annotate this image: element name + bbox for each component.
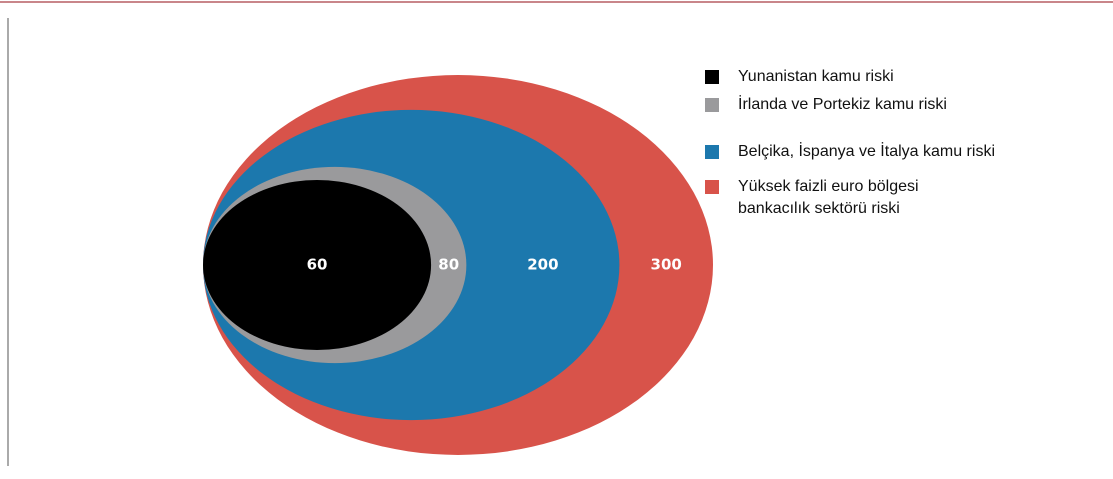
legend-swatch [705, 98, 719, 112]
legend-label: Yüksek faizli euro bölgesi bankacılık se… [738, 178, 919, 217]
legend-label: Belçika, İspanya ve İtalya kamu riski [738, 143, 995, 160]
legend-label: İrlanda ve Portekiz kamu riski [738, 96, 947, 113]
legend-label: Yunanistan kamu riski [738, 68, 894, 85]
ellipse [203, 180, 432, 350]
legend-swatch [705, 145, 719, 159]
value-label: 60 [307, 256, 328, 274]
value-label: 200 [527, 256, 558, 274]
legend-swatch [705, 70, 719, 84]
value-label: 80 [438, 256, 459, 274]
legend-swatch [705, 180, 719, 194]
value-label: 300 [651, 256, 682, 274]
